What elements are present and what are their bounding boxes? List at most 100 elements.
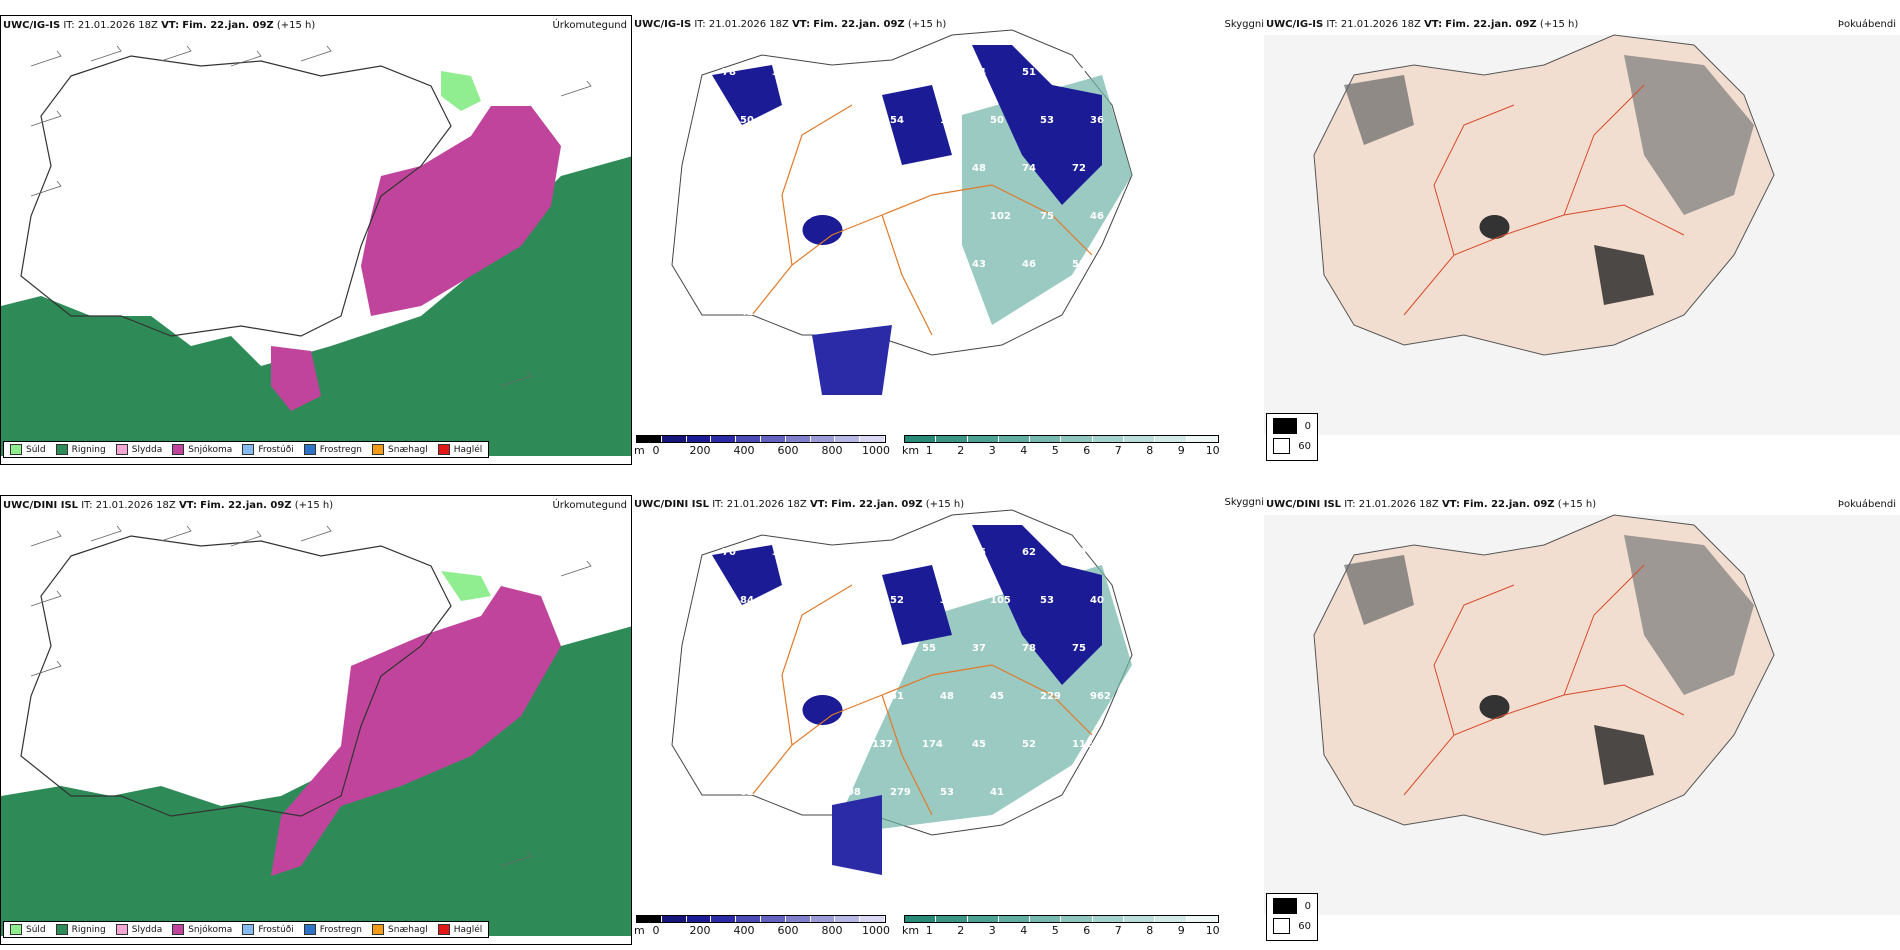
legend-swatch: [172, 444, 185, 455]
legend-item: Rigning: [55, 924, 106, 935]
panel-header: UWC/IG-IS IT: 21.01.2026 18Z VT: Fim. 22…: [634, 19, 947, 30]
legend-label: Súld: [26, 444, 46, 455]
visibility-value-label: 316: [890, 211, 911, 222]
visibility-value-label: 46: [1090, 211, 1104, 222]
visibility-value-label: 92: [872, 163, 886, 174]
visibility-value-label: 75: [1040, 211, 1054, 222]
legend-label: Haglél: [453, 924, 483, 935]
colorbar-segment: [1124, 916, 1156, 922]
colorbar-tick-label: 6: [1083, 444, 1091, 457]
colorbar-segment: [810, 916, 836, 922]
visibility-value-label: 45: [990, 691, 1004, 702]
visibility-map: 70 39 50 64 121 45 62 80 84 80 82 52 385 105 53 40 55 32 4…: [671, 509, 1133, 875]
visibility-value-label: 74: [922, 259, 936, 270]
visibility-value-label: 201: [790, 211, 811, 222]
colorbar-tick-label: 9: [1177, 924, 1185, 937]
visibility-value-label: 78: [1022, 643, 1036, 654]
legend-label: Rigning: [71, 444, 106, 455]
legend-item: Frostregn: [303, 444, 362, 455]
colorbar-tick-label: 800: [821, 924, 843, 937]
terrain-colorbar: m 0 200 400 600 800 1000: [634, 915, 890, 945]
colorbar-tick-label: 1000: [862, 924, 890, 937]
colorbar-tick-label: 200: [689, 444, 711, 457]
fog-legend-label: 60: [1298, 440, 1311, 452]
legend-label: Snjókoma: [188, 924, 233, 935]
fog-legend-item: 0: [1273, 418, 1311, 434]
colorbar-tick-label: 400: [733, 924, 755, 937]
visibility-value-label: 121: [922, 547, 943, 558]
legend-item: Slydda: [115, 444, 162, 455]
fog-map: [1264, 34, 1900, 435]
visibility-value-label: 48: [790, 787, 804, 798]
colorbar-segment: [1186, 436, 1218, 442]
visibility-value-label: 36: [1090, 115, 1104, 126]
legend-label: Snæhagl: [388, 924, 428, 935]
colorbar-tick-label: 600: [777, 444, 799, 457]
legend-swatch: [10, 444, 22, 455]
visibility-value-label: 53: [1040, 115, 1054, 126]
terrain-colorbar: m 0 200 400 600 800 1000: [634, 435, 890, 465]
colorbar-tick-label: 1: [925, 924, 933, 937]
legend-item: Frostúði: [242, 444, 294, 455]
legend-item: Frostregn: [303, 924, 362, 935]
colorbar-tick-label: 200: [689, 924, 711, 937]
colorbar-ticks: m 0 200 400 600 800 1000: [634, 923, 890, 937]
visibility-value-label: 44: [972, 67, 986, 78]
visibility-value-label: 65: [922, 163, 936, 174]
legend-label: Slydda: [131, 924, 163, 935]
colorbar-tick-label: 7: [1114, 444, 1122, 457]
colorbar-unit: km: [902, 444, 920, 457]
visibility-map: 78 39 52 16 130 44 51 52 50 6 57 54 120 50 53 36 30 46 50 9…: [671, 29, 1133, 395]
colorbar-segment: [1092, 916, 1125, 922]
visibility-value-label: 50: [822, 547, 836, 558]
colorbar-tick-label: 400: [733, 444, 755, 457]
colorbar-tick-label: 4: [1020, 924, 1028, 937]
colorbar-strip: [904, 435, 1219, 443]
colorbar-segment: [1155, 436, 1187, 442]
visibility-value-label: 38: [722, 259, 736, 270]
colorbar-unit: km: [902, 924, 920, 937]
legend-item: Haglél: [437, 444, 482, 455]
visibility-value-label: 75: [1072, 643, 1086, 654]
legend-label: Snæhagl: [388, 444, 428, 455]
visibility-value-label: 47: [1040, 787, 1054, 798]
precip-legend: Súld Rigning Slydda Snjókoma Frostúði Frostre…: [3, 921, 490, 938]
visibility-value-label: 962: [1090, 691, 1111, 702]
colorbar-tick-label: 9: [1177, 444, 1185, 457]
legend-swatch: [303, 444, 316, 455]
visibility-value-label: 46: [722, 739, 736, 750]
legend-swatch: [242, 924, 255, 935]
colorbar-tick-label: 7: [1114, 924, 1122, 937]
colorbar-segment: [785, 916, 811, 922]
legend-swatch: [115, 924, 128, 935]
visibility-value-label: 130: [922, 67, 943, 78]
colorbar-tick-label: 2: [957, 924, 965, 937]
visibility-value-label: 385: [940, 595, 961, 606]
colorbar-segment: [1155, 916, 1187, 922]
colorbar-tick-label: 1: [925, 444, 933, 457]
visibility-value-label: 57: [822, 259, 836, 270]
legend-swatch: [372, 444, 385, 455]
visibility-value-label: 54: [872, 643, 886, 654]
colorbar-segment: [998, 916, 1031, 922]
visibility-value-label: 50: [990, 115, 1004, 126]
visibility-value-label: 41: [990, 787, 1004, 798]
visibility-value-label: 229: [1040, 691, 1061, 702]
colorbar-tick-label: 5: [1051, 924, 1059, 937]
colorbar-segment: [810, 436, 836, 442]
legend-label: Súld: [26, 924, 46, 935]
visibility-value-label: 64: [872, 547, 886, 558]
fog-legend-item: 60: [1273, 918, 1311, 934]
legend-swatch: [55, 924, 68, 935]
colorbar-segment: [905, 436, 937, 442]
legend-item: Frostúði: [242, 924, 294, 935]
colorbar-tick-label: 3: [988, 924, 996, 937]
legend-item: Snæhagl: [372, 924, 428, 935]
fog-map: [1264, 514, 1900, 915]
visibility-value-label: 120: [940, 115, 961, 126]
colorbar-segment: [711, 436, 737, 442]
colorbar-segment: [967, 436, 999, 442]
visibility-value-label: 46: [772, 163, 786, 174]
colorbar-tick-label: 0: [652, 924, 660, 937]
visibility-value-label: 74: [740, 211, 754, 222]
